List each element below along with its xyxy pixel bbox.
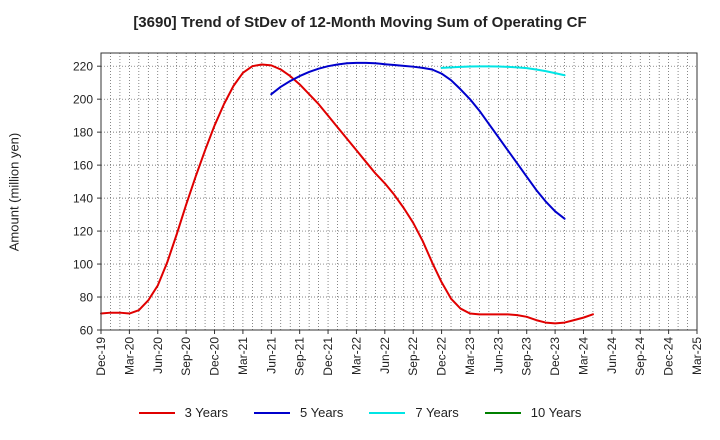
x-tick-label: Jun-20 — [151, 337, 165, 374]
x-tick-label: Sep-23 — [520, 337, 534, 376]
series-line-7-years — [440, 65, 566, 77]
chart-title: [3690] Trend of StDev of 12-Month Moving… — [133, 14, 587, 31]
plot-frame — [100, 52, 698, 331]
x-tick-label: Dec-20 — [208, 337, 222, 376]
legend-item-5-years: 5 Years — [254, 405, 343, 420]
legend-swatch — [369, 411, 406, 414]
x-tick-label: Dec-22 — [435, 337, 449, 376]
x-tick-label: Mar-25 — [690, 337, 704, 375]
x-tick-label: Sep-22 — [406, 337, 420, 376]
legend-item-10-years: 10 Years — [484, 405, 582, 420]
axes: 60 80 100 120 140 160 180 200 220 Dec-19 Mar-20 Jun… — [73, 60, 704, 376]
x-tick-label: Jun-22 — [378, 337, 392, 374]
x-tick-label: Dec-21 — [321, 337, 335, 376]
x-tick-label: Mar-20 — [122, 337, 136, 375]
y-tick-label: 80 — [80, 291, 94, 305]
x-tick-label: Jun-24 — [605, 337, 619, 374]
grid — [101, 53, 697, 330]
legend-item-3-years: 3 Years — [138, 405, 228, 420]
legend-item-7-years: 7 Years — [369, 405, 459, 420]
x-tick-label: Sep-21 — [293, 337, 307, 376]
legend-swatch — [254, 411, 290, 414]
x-tick-label: Sep-20 — [179, 337, 193, 376]
legend-label: 3 Years — [184, 405, 228, 420]
x-tick-label: Sep-24 — [633, 337, 647, 376]
x-tick-label: Jun-23 — [491, 337, 505, 374]
x-tick-label: Mar-21 — [236, 337, 250, 375]
x-tick-label: Mar-23 — [463, 337, 477, 375]
series-line-3-years — [100, 63, 594, 325]
x-tick-label: Dec-19 — [94, 337, 108, 376]
legend-swatch — [484, 411, 521, 414]
legend-label: 5 Years — [300, 405, 344, 420]
legend-label: 10 Years — [530, 405, 582, 420]
x-tick-label: Mar-22 — [349, 337, 363, 375]
x-tick-label: Jun-21 — [264, 337, 278, 374]
y-tick-label: 220 — [73, 60, 93, 74]
series-layer — [100, 61, 594, 325]
series-line-5-years — [270, 61, 566, 220]
y-tick-label: 160 — [73, 159, 93, 173]
y-tick-label: 60 — [80, 324, 94, 338]
x-tick-label: Dec-23 — [548, 337, 562, 376]
y-tick-label: 120 — [73, 225, 93, 239]
y-tick-label: 200 — [73, 93, 93, 107]
legend-label: 7 Years — [415, 405, 459, 420]
legend-swatch — [138, 411, 175, 414]
x-tick-label: Mar-24 — [576, 337, 590, 375]
x-tick-label: Dec-24 — [662, 337, 676, 376]
y-tick-label: 180 — [73, 126, 93, 140]
legend: 3 Years 5 Years 7 Years 10 Years — [0, 405, 720, 420]
y-tick-label: 100 — [73, 258, 93, 272]
y-tick-label: 140 — [73, 192, 93, 206]
